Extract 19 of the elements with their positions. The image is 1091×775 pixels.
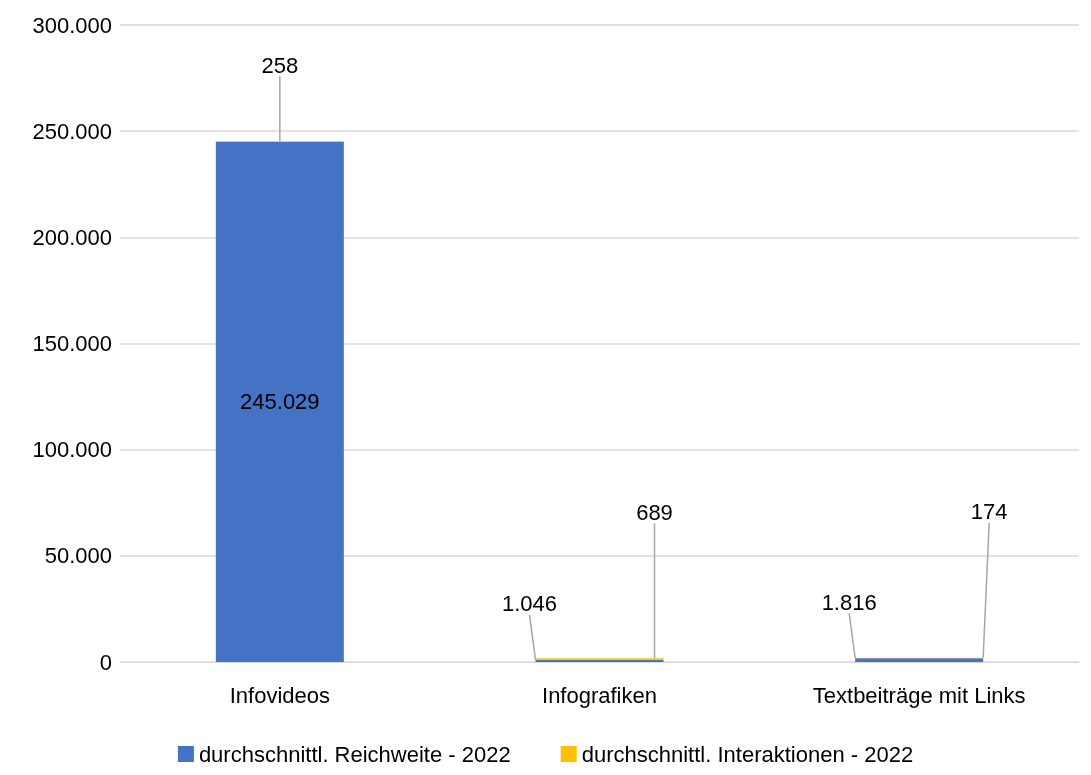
legend-label: durchschnittl. Reichweite - 2022 <box>198 741 511 767</box>
y-tick-label: 50.000 <box>44 543 112 569</box>
bar <box>215 141 344 662</box>
y-tick-label: 100.000 <box>32 437 112 463</box>
y-tick-label: 300.000 <box>32 12 112 38</box>
x-tick-label: Textbeiträge mit Links <box>812 682 1026 708</box>
y-tick-label: 250.000 <box>32 118 112 144</box>
x-tick-label: Infografiken <box>542 682 657 708</box>
data-label: 689 <box>636 499 673 525</box>
data-label: 1.816 <box>821 589 877 615</box>
y-tick-label: 0 <box>99 649 112 675</box>
y-tick-label: 200.000 <box>32 224 112 250</box>
data-label: 1.046 <box>501 591 558 617</box>
data-label: 245.029 <box>240 389 320 415</box>
legend-label: durchschnittl. Interaktionen - 2022 <box>581 741 914 767</box>
y-tick-label: 150.000 <box>32 331 112 356</box>
x-tick-label: Infovideos <box>229 682 330 708</box>
data-label: 174 <box>970 499 1008 525</box>
data-label: 258 <box>261 52 299 78</box>
